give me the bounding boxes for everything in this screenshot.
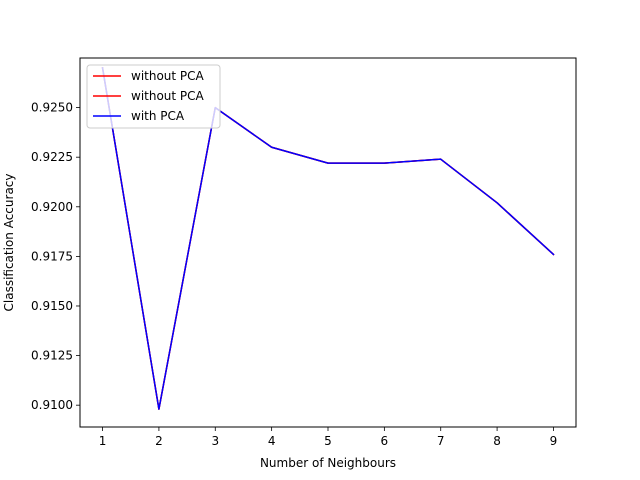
y-tick-label: 0.9100 (31, 398, 73, 412)
y-axis: 0.9100 0.9125 0.9150 0.9175 0.9200 0.9225 0.92… (31, 101, 80, 412)
x-tick-label: 3 (211, 434, 219, 448)
x-axis: 1 2 3 4 5 6 7 8 9 (99, 427, 558, 448)
legend-label: with PCA (131, 109, 185, 123)
series-layer (101, 67, 555, 410)
x-tick-label: 7 (437, 434, 445, 448)
series-line-3 (101, 67, 555, 410)
x-tick-label: 1 (99, 434, 107, 448)
legend-label: without PCA (131, 69, 205, 83)
y-tick-label: 0.9250 (31, 101, 73, 115)
legend-label: without PCA (131, 89, 205, 103)
y-tick-label: 0.9175 (31, 249, 73, 263)
y-tick-label: 0.9225 (31, 150, 73, 164)
x-tick-label: 4 (268, 434, 276, 448)
x-tick-label: 8 (493, 434, 501, 448)
x-tick-label: 9 (550, 434, 558, 448)
y-tick-label: 0.9200 (31, 200, 73, 214)
legend-box (86, 64, 221, 129)
x-tick-label: 5 (324, 434, 332, 448)
x-axis-label: Number of Neighbours (260, 456, 396, 470)
y-tick-label: 0.9125 (31, 349, 73, 363)
y-tick-label: 0.9150 (31, 299, 73, 313)
x-tick-label: 6 (381, 434, 389, 448)
legend: without PCA without PCA with PCA (86, 64, 221, 129)
y-axis-label: Classification Accuracy (2, 174, 16, 312)
x-tick-label: 2 (155, 434, 163, 448)
